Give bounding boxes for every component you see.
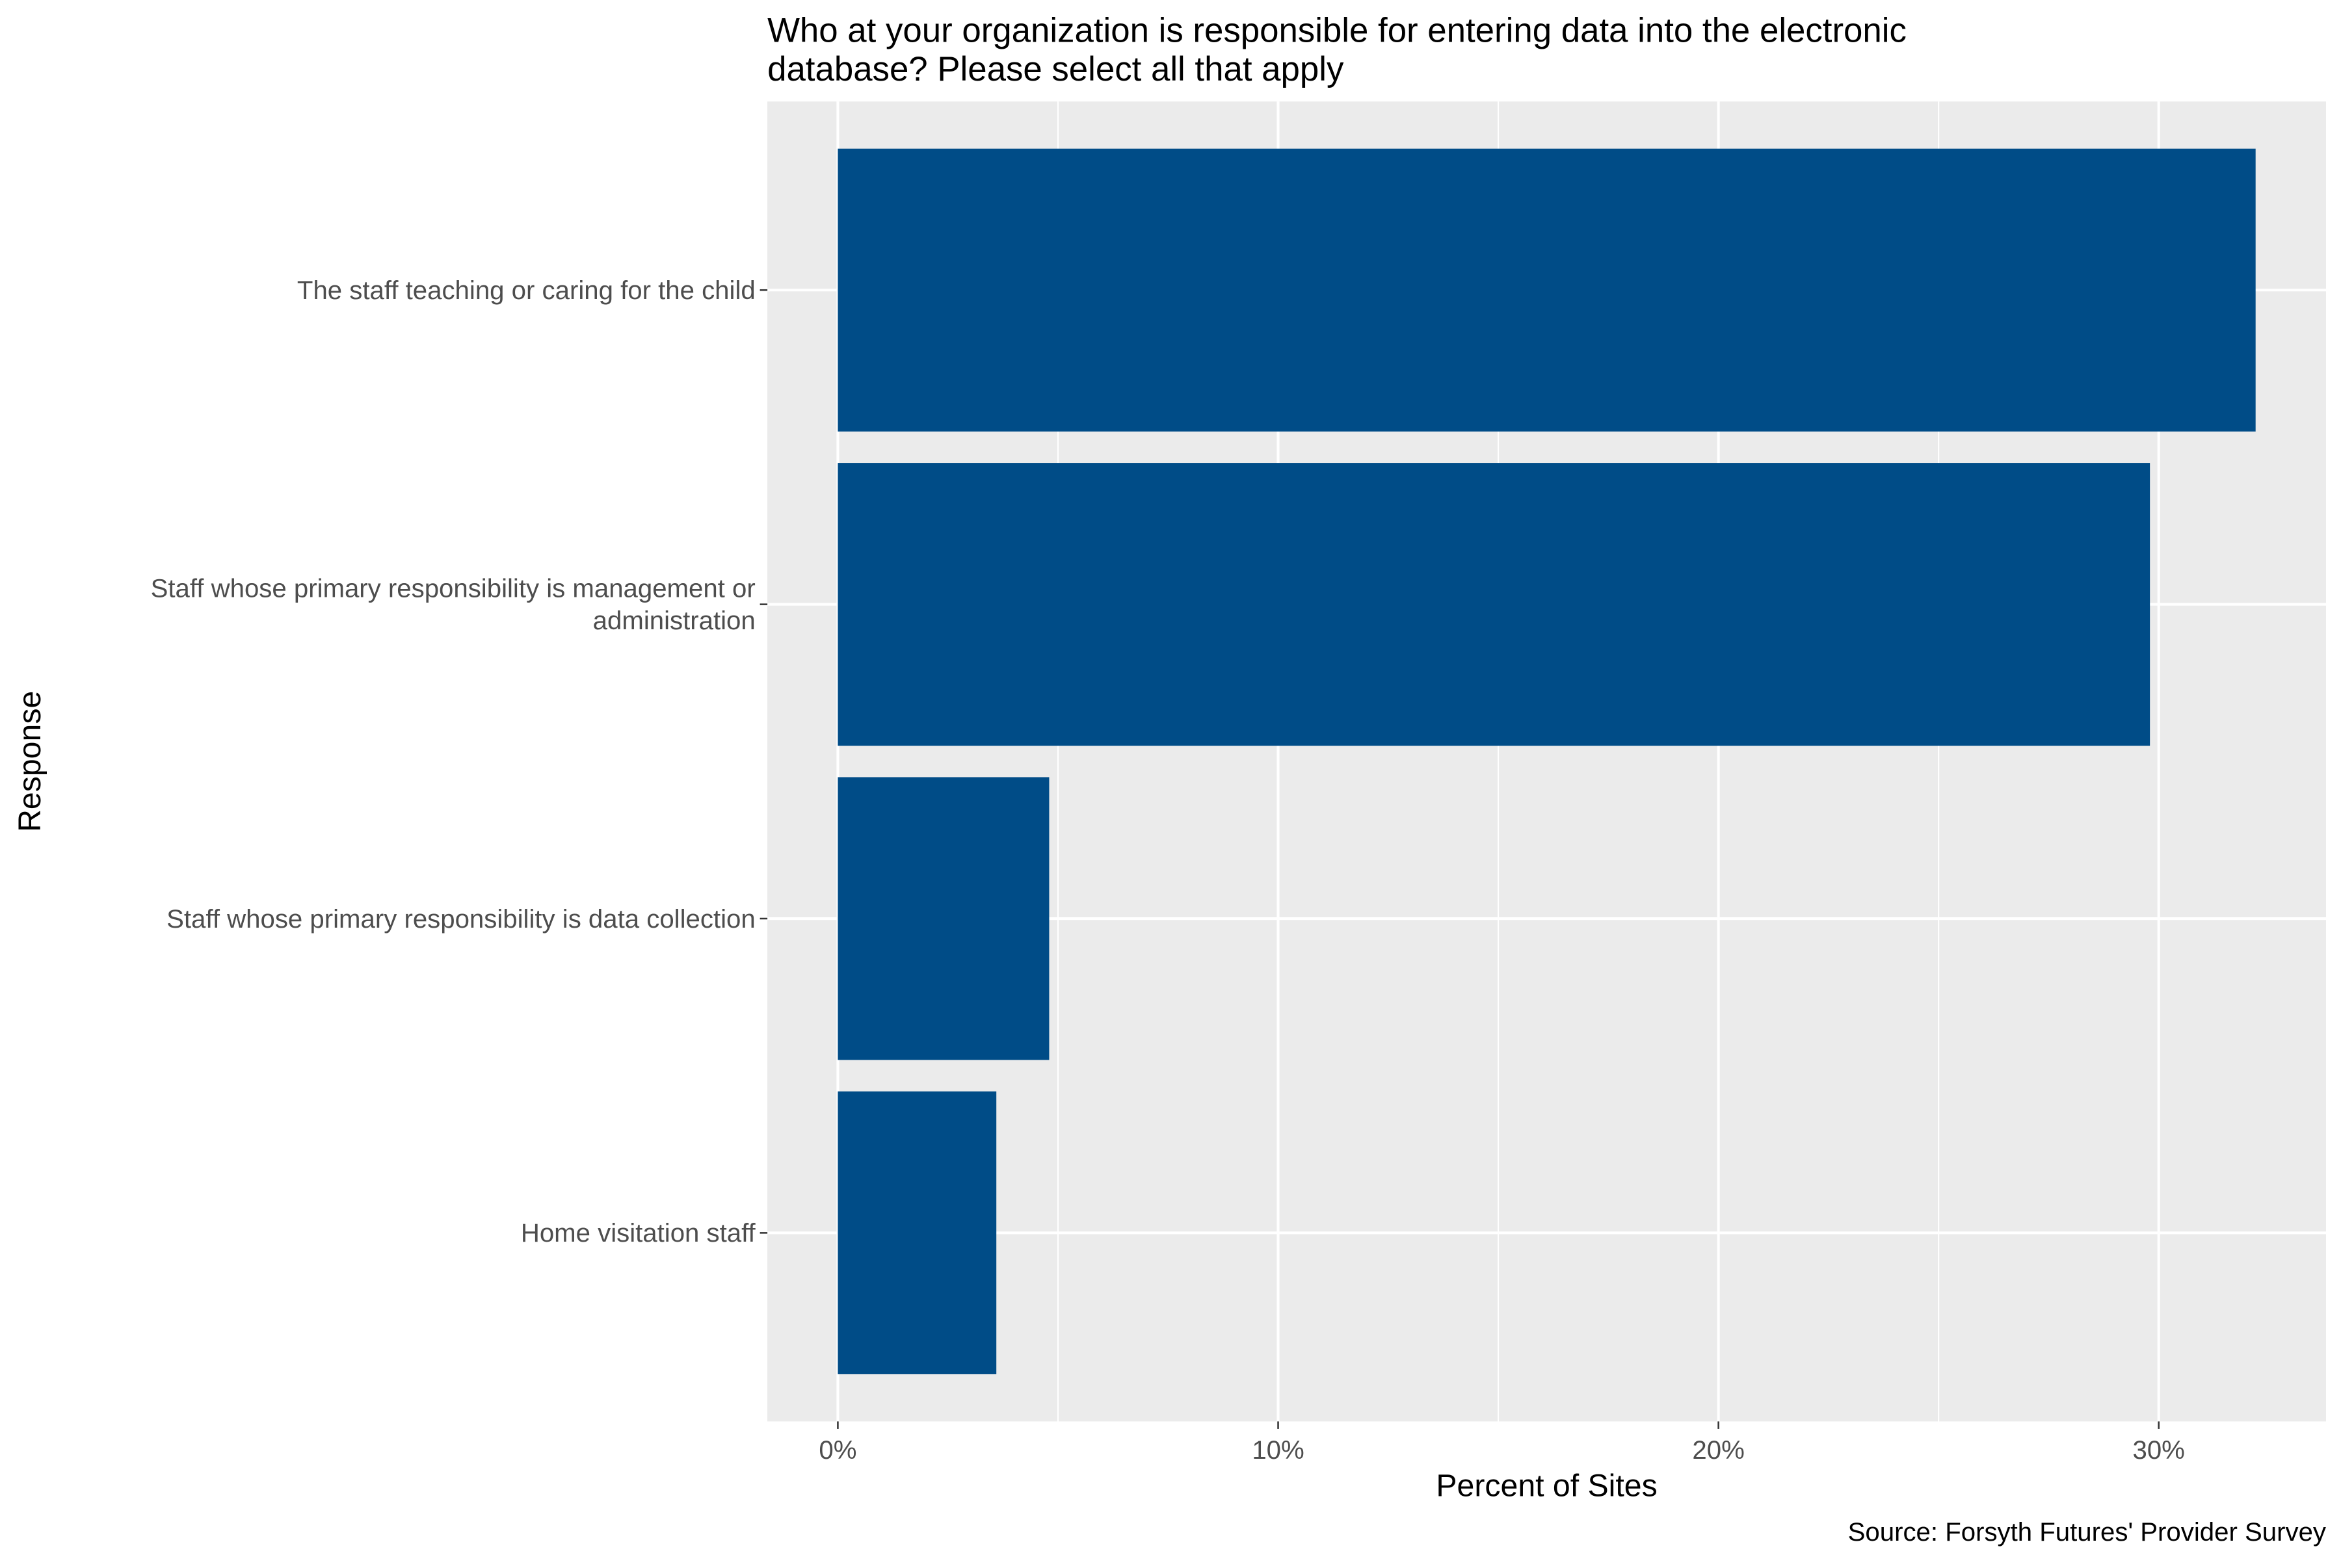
chart-title-line-2: database? Please select all that apply [767, 50, 1344, 88]
category-label: Home visitation staff [521, 1218, 756, 1248]
category-label: The staff teaching or caring for the chi… [297, 276, 756, 305]
bars [838, 148, 2256, 1374]
x-axis-ticks: 0% 10% 20% 30% [819, 1421, 2185, 1465]
x-axis-title: Percent of Sites [1436, 1468, 1657, 1503]
bar [838, 1091, 997, 1374]
y-axis-title: Response [12, 691, 47, 832]
x-tick-label: 20% [1692, 1435, 1744, 1465]
bar [838, 777, 1050, 1060]
chart-title-line-1: Who at your organization is responsible … [767, 11, 1907, 49]
bar [838, 148, 2256, 432]
x-tick-label: 10% [1252, 1435, 1304, 1465]
category-label: Staff whose primary responsibility is ma… [151, 574, 756, 603]
bar [838, 463, 2150, 746]
category-label: administration [593, 606, 756, 635]
x-tick-label: 0% [819, 1435, 856, 1465]
y-axis-ticks: The staff teaching or caring for the chi… [151, 276, 768, 1248]
category-label: Staff whose primary responsibility is da… [166, 904, 756, 934]
x-tick-label: 30% [2133, 1435, 2185, 1465]
source-caption: Source: Forsyth Futures' Provider Survey [1848, 1517, 2326, 1547]
